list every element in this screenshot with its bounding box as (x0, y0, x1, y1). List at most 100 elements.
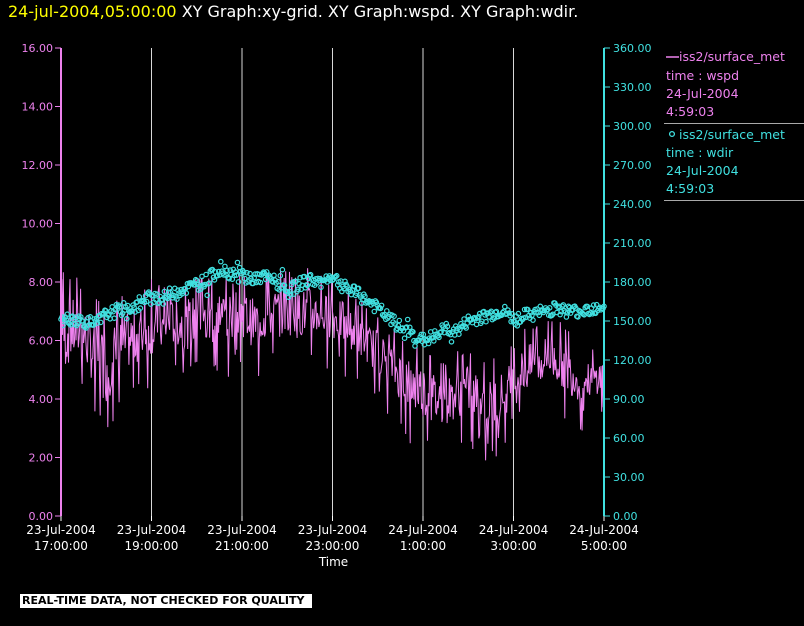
left-axis-tick-label: 4.00 (29, 393, 54, 406)
wdir-point (524, 306, 531, 313)
x-tick-label-date: 23-Jul-2004 (26, 523, 96, 537)
wdir-point (377, 305, 384, 312)
wdir-point (448, 338, 455, 345)
wdir-point (505, 307, 511, 313)
wdir-point (530, 317, 536, 323)
line-swatch-icon (666, 49, 679, 67)
right-axis-tick-label: 210.00 (613, 237, 652, 250)
wdir-point (257, 279, 264, 286)
right-axis-tick-label: 300.00 (613, 120, 652, 133)
legend-wspd-var: time : wspd (666, 67, 740, 83)
wdir-point (281, 282, 288, 289)
header-graph-list: XY Graph:xy-grid. XY Graph:wspd. XY Grap… (181, 2, 579, 21)
wdir-point (395, 322, 402, 329)
wdir-point (164, 295, 171, 302)
legend: iss2/surface_met time : wspd 24-Jul-2004… (664, 46, 804, 201)
wdir-point (590, 302, 597, 308)
wdir-point (560, 302, 567, 308)
legend-wdir-var: time : wdir (666, 145, 734, 160)
right-axis-tick-label: 270.00 (613, 159, 652, 172)
legend-entry-wspd: iss2/surface_met time : wspd 24-Jul-2004… (664, 46, 804, 124)
x-tick-label-time: 3:00:00 (490, 539, 536, 553)
wdir-point (125, 302, 131, 309)
wdir-point (277, 272, 284, 279)
chart-axes: 23-Jul-2004 17:00:00 23-Jul-2004 19:00:00 23… (22, 42, 652, 569)
wdir-point (410, 328, 416, 335)
wdir-point (143, 298, 150, 305)
wdir-point (260, 269, 267, 275)
left-axis-tick-label: 16.00 (22, 42, 54, 55)
wdir-point (418, 331, 425, 338)
right-axis-tick-label: 150.00 (613, 315, 652, 328)
wdir-point (333, 272, 340, 279)
wdir-point (515, 310, 522, 317)
wdir-point (426, 335, 433, 341)
right-axis-tick-label: 240.00 (613, 198, 652, 211)
wdir-point (226, 275, 232, 282)
wdir-point (137, 305, 144, 311)
x-tick-label-date: 23-Jul-2004 (117, 523, 187, 537)
wdir-point (87, 313, 94, 320)
wdir-point (391, 313, 397, 320)
wdir-point (295, 286, 301, 293)
x-tick-label-time: 5:00:00 (581, 539, 627, 553)
wdir-point (575, 314, 581, 320)
wdir-point (521, 306, 528, 313)
wdir-point (443, 320, 450, 327)
x-tick-label-date: 23-Jul-2004 (298, 523, 368, 537)
wdir-point (371, 308, 378, 315)
right-axis-tick-label: 330.00 (613, 81, 652, 94)
wdir-point (244, 269, 250, 276)
right-axis-tick-label: 0.00 (613, 510, 638, 523)
x-tick-label-date: 24-Jul-2004 (479, 523, 549, 537)
wdir-point (136, 294, 143, 300)
wdir-point (493, 308, 500, 315)
wdir-point (74, 320, 81, 327)
wdir-point (430, 338, 437, 344)
wdir-point (103, 307, 109, 314)
x-tick-label-time: 19:00:00 (125, 539, 179, 553)
wdir-point (548, 312, 555, 319)
wdir-point (438, 329, 444, 335)
legend-entry-wdir: iss2/surface_met time : wdir 24-Jul-2004… (664, 124, 804, 201)
wdir-point (206, 280, 213, 286)
right-axis-tick-label: 180.00 (613, 276, 652, 289)
wdir-point (191, 282, 198, 288)
wdir-point (355, 285, 362, 292)
left-axis-tick-label: 2.00 (29, 452, 54, 465)
x-axis-title: Time (318, 555, 348, 569)
wdir-point (401, 335, 408, 342)
legend-wspd-name: iss2/surface_met (679, 49, 785, 64)
wdir-point (83, 325, 89, 331)
legend-wdir-name: iss2/surface_met (679, 126, 785, 142)
left-axis-tick-label: 12.00 (22, 159, 54, 172)
wdir-point (94, 320, 101, 326)
x-tick-label-time: 23:00:00 (306, 539, 360, 553)
wdir-point (174, 296, 180, 303)
wdir-point (228, 271, 235, 278)
wdir-point (111, 315, 118, 322)
wdir-point (203, 271, 209, 278)
wdir-point (287, 291, 294, 298)
wdir-point (362, 293, 368, 300)
right-axis-tick-label: 30.00 (613, 471, 645, 484)
wdir-point (373, 299, 380, 306)
left-axis-tick-label: 10.00 (22, 218, 54, 231)
wdir-point (342, 278, 348, 285)
wdir-point (286, 288, 293, 295)
wdir-point (436, 334, 442, 341)
wdir-point (506, 310, 512, 316)
x-tick-label-time: 1:00:00 (400, 539, 446, 553)
wdir-point (475, 313, 482, 320)
wdir-point (167, 289, 174, 296)
left-axis-tick-label: 14.00 (22, 101, 54, 114)
circle-marker-icon (666, 126, 679, 144)
wdir-point (327, 277, 334, 284)
wdir-point (233, 272, 240, 278)
wdir-point (97, 319, 104, 326)
wdir-point (234, 259, 241, 266)
wdir-series (58, 258, 607, 349)
wdir-point (224, 267, 230, 274)
wdir-point (240, 269, 247, 276)
wdir-point (69, 313, 76, 320)
